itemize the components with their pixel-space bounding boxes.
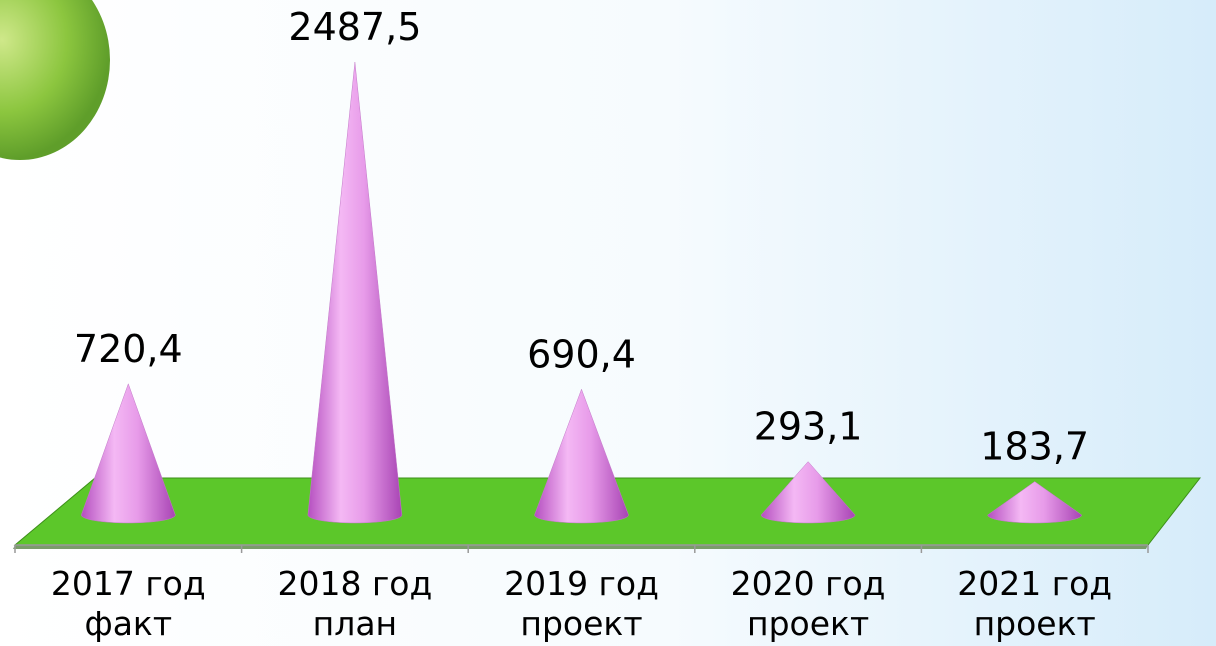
x-tick-label: 2018 год план <box>277 564 433 643</box>
value-label: 2487,5 <box>288 5 421 49</box>
decoration <box>0 0 110 160</box>
value-label: 293,1 <box>754 405 863 449</box>
x-tick-label: 2020 год проект <box>730 564 886 643</box>
value-label: 720,4 <box>74 327 183 371</box>
x-tick-label: 2017 год факт <box>50 564 206 643</box>
x-tick-label: 2019 год проект <box>504 564 659 643</box>
cone <box>987 481 1082 524</box>
cone <box>760 461 856 524</box>
floor-edge <box>13 545 1148 549</box>
cone <box>81 383 176 524</box>
cone <box>534 388 629 524</box>
cone <box>307 61 403 524</box>
x-tick-label: 2021 год проект <box>957 564 1113 643</box>
value-label: 183,7 <box>980 425 1089 469</box>
value-label: 690,4 <box>527 332 636 376</box>
